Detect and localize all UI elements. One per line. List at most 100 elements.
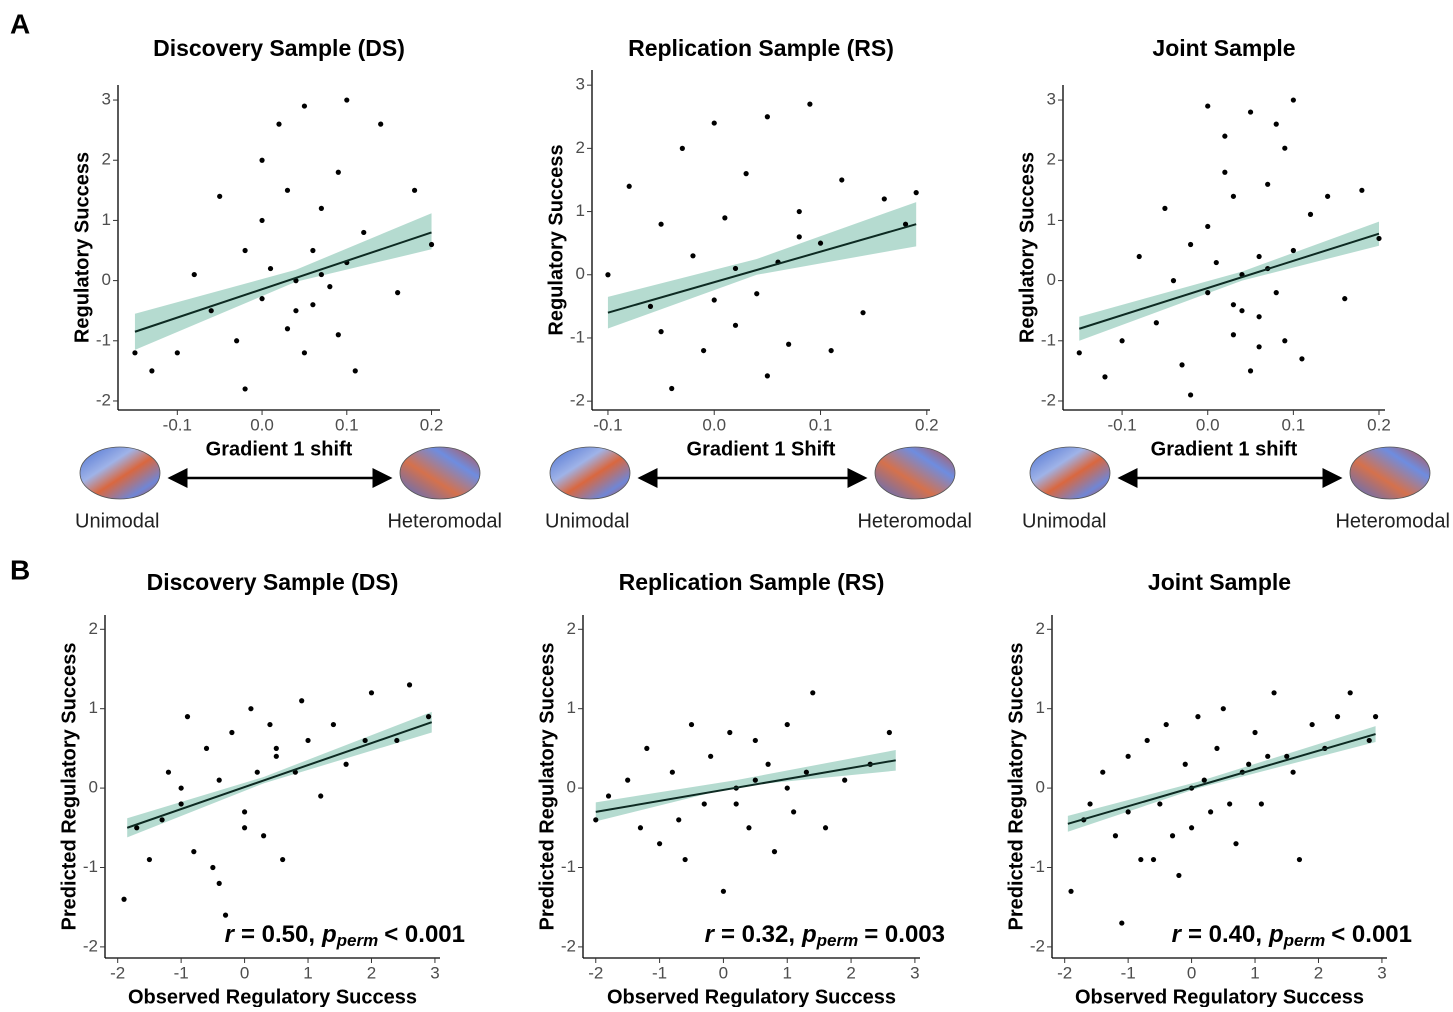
x-tick-label: 0.0 bbox=[1196, 415, 1220, 434]
x-axis-label: Observed Regulatory Success bbox=[128, 986, 417, 1007]
data-point bbox=[701, 801, 707, 807]
data-point bbox=[669, 769, 675, 775]
x-tick-label: 2 bbox=[1314, 963, 1323, 982]
data-point bbox=[647, 303, 654, 309]
x-tick-label: -1 bbox=[652, 963, 667, 982]
data-point bbox=[284, 326, 291, 332]
data-point bbox=[184, 714, 191, 720]
data-point bbox=[203, 745, 210, 751]
x-tick-label: -0.1 bbox=[1107, 415, 1136, 434]
data-point bbox=[217, 193, 223, 199]
y-axis-label: Regulatory Success bbox=[71, 152, 93, 343]
data-point bbox=[784, 785, 790, 791]
data-point bbox=[261, 833, 267, 839]
confidence-band bbox=[607, 202, 917, 329]
data-point bbox=[216, 880, 222, 886]
data-point bbox=[1182, 761, 1188, 767]
data-point bbox=[637, 825, 644, 831]
y-tick-label: -2 bbox=[561, 936, 576, 955]
data-point bbox=[727, 729, 733, 736]
y-tick-label: 3 bbox=[576, 75, 585, 94]
data-point bbox=[1309, 721, 1315, 728]
data-point bbox=[318, 271, 324, 278]
data-point bbox=[754, 291, 760, 297]
data-point bbox=[807, 101, 813, 107]
y-tick-label: 1 bbox=[102, 210, 111, 229]
x-axis-label: Gradient 1 shift bbox=[206, 438, 353, 460]
x-tick-label: -0.1 bbox=[593, 415, 622, 434]
data-point bbox=[626, 183, 632, 189]
data-point bbox=[764, 114, 770, 120]
data-point bbox=[1087, 801, 1093, 807]
x-tick-label: 0.0 bbox=[250, 415, 274, 434]
stat-p: p bbox=[1268, 921, 1284, 948]
data-point bbox=[273, 753, 279, 759]
data-point bbox=[839, 177, 845, 183]
data-point bbox=[1188, 825, 1195, 831]
data-point bbox=[241, 809, 248, 815]
brain-icon bbox=[1349, 446, 1431, 500]
data-point bbox=[134, 825, 140, 831]
gradient-label: Heteromodal bbox=[1335, 510, 1450, 532]
y-tick-label: -1 bbox=[561, 857, 576, 876]
data-point bbox=[1282, 145, 1288, 151]
data-point bbox=[1157, 801, 1163, 807]
data-point bbox=[1372, 714, 1379, 720]
data-point bbox=[1205, 103, 1211, 109]
gradient-label: Unimodal bbox=[1022, 510, 1106, 532]
chart-title: Joint Sample bbox=[1152, 35, 1295, 61]
data-point bbox=[1102, 374, 1108, 380]
data-point bbox=[259, 157, 265, 163]
data-point bbox=[121, 896, 127, 902]
y-tick-label: 1 bbox=[567, 698, 576, 717]
y-tick-label: -2 bbox=[96, 390, 111, 409]
y-tick-label: -2 bbox=[1041, 390, 1056, 409]
data-point bbox=[267, 265, 274, 272]
y-tick-label: -1 bbox=[83, 857, 98, 876]
data-point bbox=[178, 801, 184, 807]
brain-icon bbox=[874, 446, 956, 500]
data-point bbox=[733, 801, 739, 807]
data-point bbox=[605, 272, 611, 278]
chart-title: Joint Sample bbox=[1148, 569, 1291, 595]
y-tick-label: 1 bbox=[89, 698, 98, 717]
data-point bbox=[1290, 769, 1296, 775]
panel-label: B bbox=[10, 554, 30, 585]
gradient-label: Heteromodal bbox=[387, 510, 502, 532]
y-tick-label: 2 bbox=[1036, 619, 1045, 638]
data-point bbox=[791, 809, 797, 815]
x-tick-label: 0 bbox=[240, 963, 249, 982]
data-point bbox=[1201, 777, 1207, 783]
data-point bbox=[210, 864, 216, 871]
data-point bbox=[711, 297, 717, 303]
brain-icon bbox=[1029, 446, 1111, 500]
data-point bbox=[1334, 714, 1341, 720]
x-tick-label: 3 bbox=[430, 963, 439, 982]
data-point bbox=[1150, 856, 1157, 863]
x-tick-label: -1 bbox=[1121, 963, 1136, 982]
data-point bbox=[1366, 737, 1372, 744]
x-axis-label: Gradient 1 shift bbox=[1151, 438, 1298, 460]
data-point bbox=[1112, 833, 1119, 839]
data-point bbox=[796, 234, 802, 240]
data-point bbox=[146, 856, 153, 863]
stat-sub: perm bbox=[1283, 931, 1326, 950]
fit-line bbox=[1078, 232, 1380, 330]
data-point bbox=[1271, 690, 1277, 696]
data-point bbox=[732, 265, 739, 272]
data-point bbox=[178, 785, 184, 791]
fit-line bbox=[126, 721, 433, 829]
y-tick-label: 0 bbox=[1047, 270, 1056, 289]
data-point bbox=[259, 217, 265, 224]
stat-r: r bbox=[1172, 921, 1183, 948]
data-point bbox=[1068, 888, 1074, 894]
x-tick-label: 0.1 bbox=[1282, 415, 1306, 434]
data-point bbox=[605, 793, 612, 799]
data-point bbox=[330, 721, 337, 728]
data-point bbox=[1076, 350, 1082, 356]
data-point bbox=[305, 737, 311, 744]
data-point bbox=[318, 793, 324, 799]
data-point bbox=[1125, 753, 1131, 759]
fit-line bbox=[134, 231, 432, 333]
